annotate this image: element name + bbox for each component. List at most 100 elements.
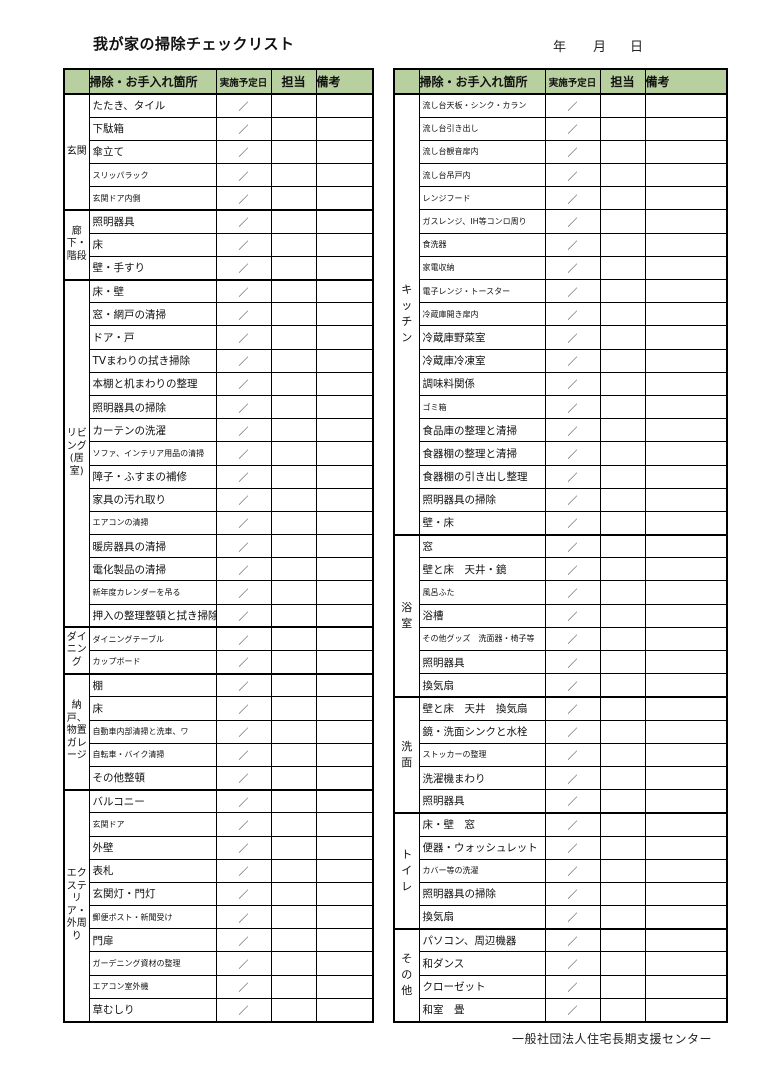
item-cell: 照明器具の掃除 <box>88 394 217 420</box>
planned-date-cell: ／ <box>215 534 272 559</box>
category-cell: 納戸、物置ガレージ <box>63 672 90 791</box>
planned-date-cell: ／ <box>544 302 601 327</box>
item-cell: 流し台吊戸内 <box>418 163 546 188</box>
charge-cell <box>599 905 646 930</box>
planned-date-cell: ／ <box>544 371 601 396</box>
checklist-row: 浴室窓／ <box>393 533 728 698</box>
remarks-cell <box>644 673 728 698</box>
remarks-cell <box>315 348 374 373</box>
item-cell: カーテンの洗濯 <box>88 418 217 443</box>
remarks-cell <box>315 951 374 976</box>
remarks-cell <box>315 557 374 582</box>
remarks-cell <box>644 533 728 559</box>
planned-date-cell: ／ <box>544 835 601 860</box>
item-cell: 窓 <box>418 533 546 559</box>
charge-cell <box>270 997 317 1023</box>
checklist-row: 障子・ふすまの補修／ <box>64 464 374 489</box>
item-cell: 洗濯機まわり <box>418 765 546 791</box>
remarks-cell <box>644 418 728 443</box>
planned-date-cell: ／ <box>215 464 272 489</box>
item-cell: 便器・ウォッシュレット <box>418 835 546 860</box>
location-header: 掃除・お手入れ箇所 <box>88 68 217 95</box>
item-cell: 照明器具の掃除 <box>418 487 546 512</box>
page-title: 我が家の掃除チェックリスト <box>93 35 295 53</box>
remarks-cell <box>315 92 374 118</box>
remarks-cell <box>315 464 374 489</box>
right-checklist-table: 掃除・お手入れ箇所 実施予定日 担当 備考 キッチン 流し台天板・シンク・カラン／流し台… <box>393 68 728 1023</box>
charge-cell <box>270 580 317 605</box>
checklist-row: 調味料関係／ <box>394 371 728 396</box>
planned-date-cell: ／ <box>215 510 272 536</box>
planned-date-cell: ／ <box>215 255 272 281</box>
charge-cell <box>599 765 646 791</box>
planned-date-cell: ／ <box>544 116 601 141</box>
charge-cell <box>270 626 317 652</box>
checklist-row: 照明器具の掃除／ <box>64 394 374 420</box>
remarks-cell <box>644 557 728 582</box>
charge-cell <box>599 139 646 165</box>
remarks-cell <box>644 719 728 744</box>
remarks-cell <box>315 742 374 767</box>
category-cell: リビング(居室) <box>63 278 90 628</box>
item-cell: 冷蔵庫開き扉内 <box>418 302 546 327</box>
remarks-cell <box>315 580 374 605</box>
footer-text: 一般社団法人住宅長期支援センター <box>511 1032 712 1046</box>
charge-cell <box>599 881 646 907</box>
charge-cell <box>599 116 646 141</box>
item-cell: 食器棚の整理と清掃 <box>418 441 546 466</box>
item-cell: 床 <box>88 696 217 721</box>
checklist-row: 玄関灯・門灯／ <box>64 881 374 907</box>
charge-cell <box>599 464 646 489</box>
remarks-header: 備考 <box>315 68 374 95</box>
item-cell: ダイニングテーブル <box>88 626 217 652</box>
remarks-cell <box>644 163 728 188</box>
remarks-cell <box>644 510 728 536</box>
checklist-row: その他グッズ 洗面器・椅子等／ <box>394 626 728 652</box>
charge-cell <box>599 418 646 443</box>
planned-date-cell: ／ <box>544 789 601 814</box>
planned-date-cell: ／ <box>544 394 601 420</box>
remarks-cell <box>644 278 728 304</box>
remarks-cell <box>644 487 728 512</box>
remarks-cell <box>315 812 374 837</box>
item-cell: 食器棚の引き出し整理 <box>418 464 546 489</box>
remarks-cell <box>644 232 728 257</box>
planned-date-cell: ／ <box>215 371 272 396</box>
checklist-row: 草むしり／ <box>64 997 374 1023</box>
planned-date-cell: ／ <box>544 997 601 1023</box>
planned-date-cell: ／ <box>544 695 601 721</box>
charge-cell <box>599 232 646 257</box>
item-cell: 表札 <box>88 858 217 883</box>
remarks-cell <box>315 881 374 907</box>
charge-cell <box>270 788 317 814</box>
item-cell: カップボード <box>88 649 217 675</box>
remarks-cell <box>644 441 728 466</box>
checklist-row: 自動車内部清掃と洗車、ワ／ <box>64 719 374 744</box>
charge-cell <box>270 905 317 930</box>
planned-date-cell: ／ <box>544 719 601 744</box>
item-cell: 自転車・バイク清掃 <box>88 742 217 767</box>
checklist-row: 本棚と机まわりの整理／ <box>64 371 374 396</box>
item-cell: 食洗器 <box>418 232 546 257</box>
checklist-row: ゴミ箱／ <box>394 394 728 420</box>
planned-date-cell: ／ <box>544 255 601 281</box>
remarks-cell <box>315 371 374 396</box>
remarks-cell <box>315 672 374 698</box>
remarks-cell <box>644 881 728 907</box>
category-cell: キッチン <box>393 93 420 536</box>
remarks-cell <box>644 649 728 675</box>
item-cell: 家電収納 <box>418 255 546 281</box>
planned-date-cell: ／ <box>544 186 601 211</box>
planned-date-cell: ／ <box>215 719 272 744</box>
planned-date-cell: ／ <box>544 557 601 582</box>
charge-cell <box>599 835 646 860</box>
planned-date-cell: ／ <box>215 881 272 907</box>
checklist-row: 郵便ポスト・新聞受け／ <box>64 905 374 930</box>
checklist-row: 床／ <box>64 232 374 257</box>
remarks-cell <box>315 116 374 141</box>
remarks-cell <box>644 464 728 489</box>
item-cell: 新年度カレンダーを吊る <box>88 580 217 605</box>
checklist-row: 冷蔵庫野菜室／ <box>394 325 728 350</box>
charge-cell <box>599 371 646 396</box>
planned-date-cell: ／ <box>215 696 272 721</box>
